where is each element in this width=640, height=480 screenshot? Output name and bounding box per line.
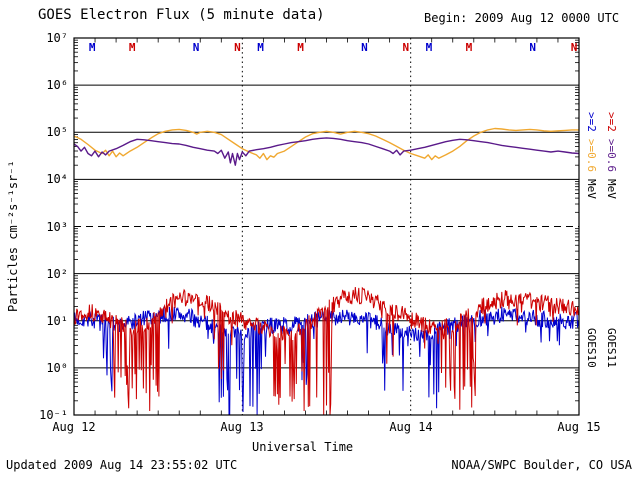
x-tick-label-aug13: Aug 13 [220,420,264,434]
legend-goes10-energies: >=2 >=0.6 MeV [584,112,598,199]
satellite-noon-marker: N [529,41,536,54]
series-goes11-0-6-mev-electrons [74,137,579,166]
updated-timestamp: Updated 2009 Aug 14 23:55:02 UTC [6,458,238,472]
x-tick-label-aug12: Aug 12 [52,420,96,434]
y-tick-label-1e4: 10⁴ [46,172,68,186]
y-tick-label-1e6: 10⁶ [46,78,68,92]
legend-goes11-unit-label: MeV [605,179,618,199]
x-axis-title: Universal Time [252,440,354,454]
satellite-noon-marker: N [234,41,241,54]
data-source-label: NOAA/SWPC Boulder, CO USA [451,458,632,472]
satellite-noon-marker: N [402,41,409,54]
y-tick-label-1e0: 10⁰ [46,361,68,375]
series-goes10-0-6-mev-electrons [74,127,579,161]
legend-goes10-e2-label: >=2 [585,112,598,132]
satellite-midnight-marker: M [129,41,136,54]
legend-goes11-satellite-label: GOES11 [605,328,618,368]
satellite-noon-marker: N [361,41,368,54]
y-axis-title: Particles cm⁻²s⁻¹sr⁻¹ [6,160,20,312]
y-tick-label-1e3: 10³ [46,220,68,234]
series-goes11-2-mev-electrons [74,286,579,415]
satellite-noon-marker: N [193,41,200,54]
satellite-midnight-marker: M [466,41,473,54]
plot-frame [73,37,580,416]
satellite-midnight-marker: M [257,41,264,54]
x-tick-label-aug14: Aug 14 [389,420,433,434]
chart-title: GOES Electron Flux (5 minute data) [38,7,325,23]
y-tick-label-1e2: 10² [46,267,68,281]
begin-time-label: Begin: 2009 Aug 12 0000 UTC [424,11,620,25]
legend-goes11-e2-label: >=2 [605,112,618,132]
y-tick-label-1e7: 10⁷ [46,31,68,45]
y-tick-label-1e1: 10¹ [46,314,68,328]
legend-goes11-energies: >=2 >=0.6 MeV [604,112,618,199]
legend-goes11-e06-label: >=0.6 [605,138,618,172]
satellite-midnight-marker: M [426,41,433,54]
satellite-midnight-marker: M [297,41,304,54]
satellite-noon-marker: N [571,41,578,54]
satellite-midnight-marker: M [89,41,96,54]
y-tick-label-1e5: 10⁵ [46,125,68,139]
legend-goes10-unit-label: MeV [585,179,598,199]
x-tick-label-aug15: Aug 15 [557,420,601,434]
legend-goes10-satellite-label: GOES10 [585,328,598,368]
y-tick-label-1e-1: 10⁻¹ [39,408,68,422]
legend-goes10-e06-label: >=0.6 [585,138,598,172]
